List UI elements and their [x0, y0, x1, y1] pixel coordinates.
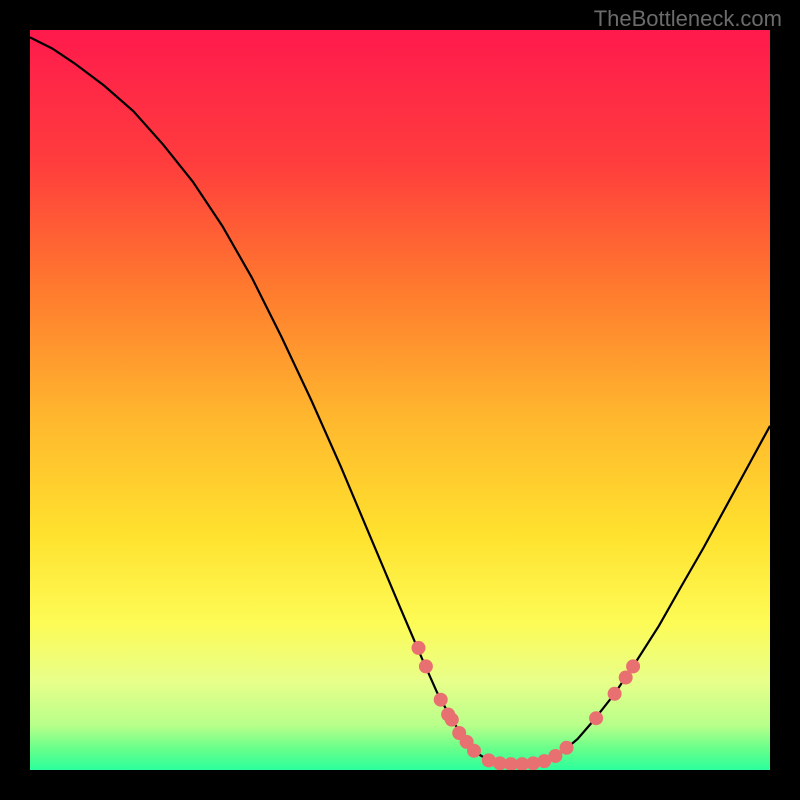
data-marker — [419, 659, 433, 673]
data-marker — [589, 711, 603, 725]
data-marker — [608, 687, 622, 701]
data-marker — [467, 744, 481, 758]
watermark-text: TheBottleneck.com — [594, 6, 782, 32]
data-marker — [434, 693, 448, 707]
chart-plot-area — [30, 30, 770, 770]
chart-overlay — [30, 30, 770, 770]
data-marker — [445, 713, 459, 727]
data-marker — [626, 659, 640, 673]
data-marker — [560, 741, 574, 755]
bottleneck-curve — [30, 37, 770, 764]
data-marker — [412, 641, 426, 655]
